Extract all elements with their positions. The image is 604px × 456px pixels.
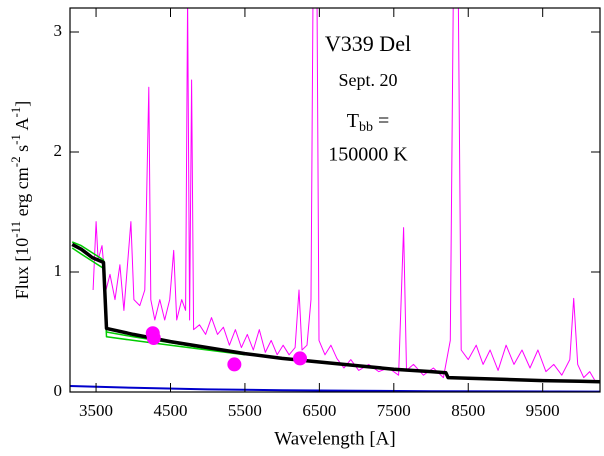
series-line [92,8,596,381]
marker [293,351,308,366]
y-tick-label: 1 [54,261,63,280]
marker [146,331,161,345]
y-label-part: -11 [8,221,23,238]
x-tick-label: 8500 [451,401,485,420]
y-tick-label: 0 [54,381,63,400]
annotation: Tbb = [347,110,390,136]
marker [227,357,242,372]
y-label-part: -1 [8,107,23,118]
annotation: V339 Del [325,31,411,56]
plot-frame [69,7,601,393]
annotation-part: T [347,110,359,132]
series-line [71,247,245,356]
y-label-part: -1 [8,134,23,145]
series-line [71,242,600,384]
x-tick-label: 3500 [79,401,113,420]
x-tick-label: 6500 [302,401,336,420]
y-tick-label: 3 [54,21,63,40]
series-line [70,385,600,392]
x-tick-label: 7500 [377,401,411,420]
y-axis-label: Flux [10-11 erg cm-2 s-1 A-1] [8,101,32,300]
y-label-part: ] [12,101,32,107]
annotation-part: bb [359,120,373,135]
annotation: Sept. 20 [338,70,397,90]
y-label-part: s [12,145,32,157]
y-tick-label: 2 [54,141,63,160]
annotation: 150000 K [328,144,408,166]
annotation-part: = [373,110,389,132]
x-axis-label: Wavelength [A] [274,428,395,449]
x-tick-label: 4500 [153,401,187,420]
y-label-part: -2 [8,156,23,167]
x-tick-label: 9500 [526,401,560,420]
y-label-part: erg cm [12,167,32,221]
x-tick-label: 5500 [228,401,262,420]
plot-area [70,8,600,392]
y-label-part: A [12,118,32,135]
y-label-part: Flux [10 [12,238,32,300]
